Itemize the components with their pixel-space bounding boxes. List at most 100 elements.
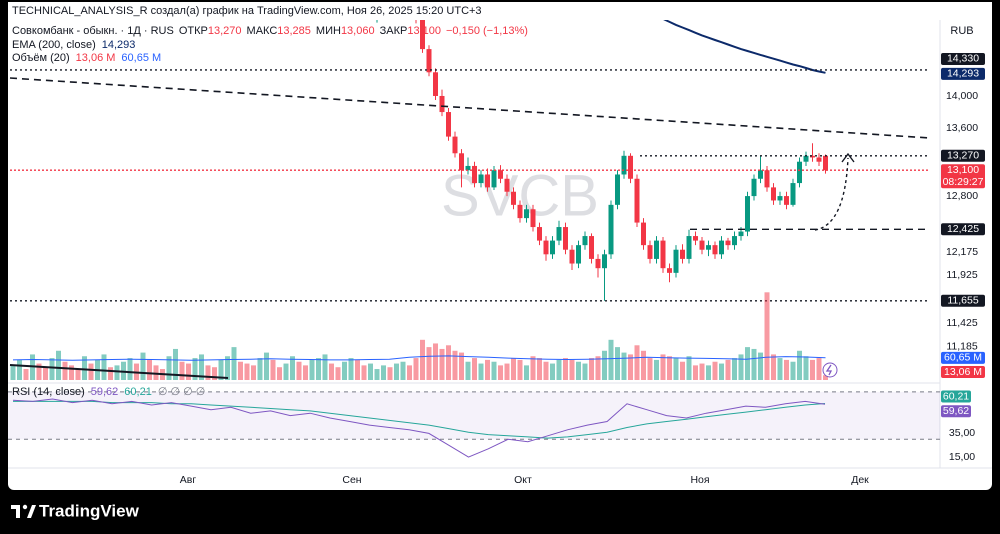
volume-bar (381, 365, 386, 380)
volume-bar (621, 352, 627, 380)
price-label-box (941, 52, 985, 65)
candle-body (810, 155, 815, 158)
brand-logo: TradingView (11, 501, 140, 520)
volume-bar (712, 361, 718, 380)
volume-bar (10, 365, 16, 380)
logo-shape (27, 505, 36, 518)
rsi-tick-label: 15,00 (949, 451, 975, 463)
volume-bar (641, 350, 646, 380)
volume-bar (179, 361, 185, 380)
volume-ma-box (941, 351, 985, 364)
candle-body (719, 240, 724, 255)
price-label-box (941, 294, 985, 307)
rsi-tick-label: 35,00 (949, 427, 975, 439)
volume-bar (205, 365, 211, 380)
candle-body (725, 240, 731, 246)
candle-body (712, 245, 718, 255)
volume-bar (88, 363, 94, 380)
volume-bar (595, 356, 601, 380)
volume-bar (803, 356, 809, 380)
volume-bar (277, 367, 282, 380)
trend-line (9, 77, 931, 139)
header-bar (8, 2, 992, 20)
candle-body (485, 174, 490, 188)
volume-bar (43, 367, 48, 380)
volume-bar (745, 347, 750, 380)
volume-bar (244, 363, 250, 380)
candle-body (426, 49, 432, 73)
volume-bar (686, 356, 692, 380)
candle-body (563, 227, 568, 250)
volume-bar (309, 359, 315, 380)
y-tick-label: 11,425 (946, 317, 977, 329)
volume-bar (316, 358, 321, 380)
month-label: Окт (514, 474, 532, 486)
volume-bar (784, 359, 789, 380)
rsi-ma-box (941, 390, 971, 403)
volume-bar (751, 348, 757, 380)
volume-bar (264, 352, 269, 380)
y-tick-label: 11,185 (946, 341, 977, 353)
candle-body (608, 204, 614, 255)
candle-body (654, 240, 659, 259)
volume-bar (608, 339, 614, 380)
volume-bar (563, 358, 568, 380)
volume-bar (452, 350, 458, 380)
volume-bar (329, 363, 334, 380)
volume-bar (296, 361, 302, 380)
candle-body (517, 204, 523, 219)
candle-body (439, 95, 445, 113)
volume-bar (504, 363, 510, 380)
volume-label: 13,06 M (944, 366, 982, 378)
volume-bar (524, 365, 529, 380)
candle-body (764, 170, 770, 188)
candle-body (595, 258, 601, 269)
volume-ma-label: 60,65 M (944, 352, 982, 364)
volume-bar (582, 363, 588, 380)
volume-bar (153, 365, 159, 380)
volume-bar (303, 365, 308, 380)
volume-bar (816, 358, 822, 380)
volume-bar (36, 363, 42, 380)
candle-body (660, 240, 666, 269)
volume-bar (108, 367, 113, 380)
candle-body (667, 268, 672, 273)
volume-bar (199, 354, 204, 380)
candle-body (498, 170, 503, 179)
volume-bar (192, 358, 198, 380)
volume-bar (283, 363, 289, 380)
candle-body (446, 112, 451, 137)
volume-bar (478, 363, 484, 380)
candle-body (472, 165, 477, 184)
price-label-box (941, 149, 985, 162)
alert-icon[interactable] (822, 362, 838, 378)
candle-body (823, 155, 828, 171)
volume-bar (225, 356, 230, 380)
volume-bar (797, 350, 802, 380)
volume-bar (485, 359, 490, 380)
candle-body (420, 18, 425, 50)
volume-bar (725, 359, 731, 380)
volume-bar (426, 347, 432, 380)
candle-body (790, 183, 796, 205)
candle-body (615, 174, 620, 205)
rsi-ma-line (13, 400, 826, 439)
candle-body (569, 249, 575, 264)
volume-bar (680, 361, 685, 380)
volume-bar (270, 359, 276, 380)
volume-bar (602, 350, 607, 380)
month-label: Сен (342, 474, 361, 486)
volume-bar (374, 369, 380, 380)
volume-bar (738, 354, 744, 380)
candle-body (680, 249, 685, 259)
candle-body (816, 157, 822, 162)
currency: RUB (950, 25, 973, 37)
volume-bar (17, 359, 22, 380)
candle-body (524, 209, 529, 219)
volume-bar (361, 365, 367, 380)
volume-bar (368, 363, 373, 380)
candle-body (784, 196, 789, 205)
attribution: TECHNICAL_ANALYSIS_R создал(а) график на… (12, 5, 482, 17)
volume-bar (647, 358, 653, 380)
candle-body (556, 227, 562, 241)
